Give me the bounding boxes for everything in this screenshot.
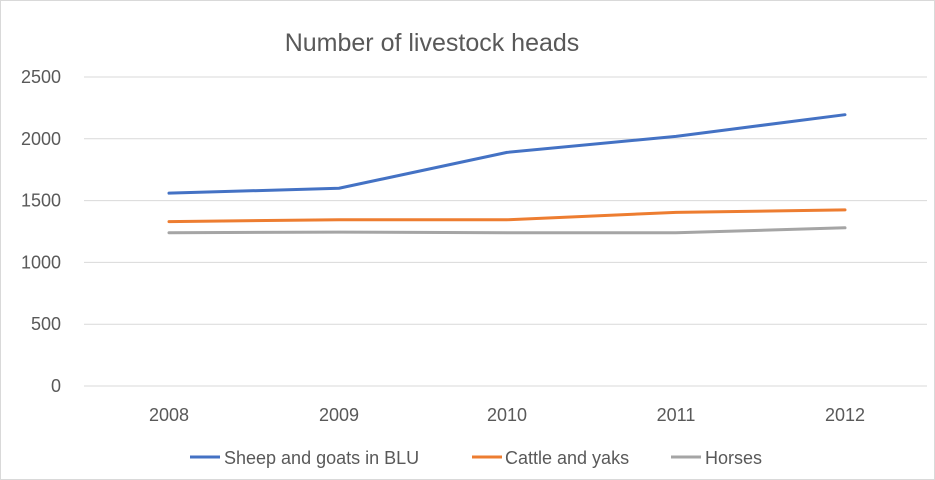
x-axis: 2008 2009 2010 2011 2012	[149, 405, 865, 425]
y-tick-label-1: 500	[31, 314, 61, 334]
y-tick-label-5: 2500	[21, 67, 61, 87]
series-line-0	[167, 113, 847, 195]
y-tick-label-0: 0	[51, 376, 61, 396]
series-lines	[167, 113, 847, 235]
x-tick-label-2011: 2011	[657, 405, 696, 425]
y-tick-label-3: 1500	[21, 191, 61, 211]
gridlines	[84, 76, 927, 387]
y-tick-label-4: 2000	[21, 129, 61, 149]
legend-label-1: Cattle and yaks	[505, 448, 629, 468]
x-tick-label-2008: 2008	[149, 405, 189, 425]
x-tick-label-2010: 2010	[487, 405, 527, 425]
x-tick-label-2009: 2009	[319, 405, 359, 425]
chart-title: Number of livestock heads	[285, 29, 580, 57]
y-tick-label-2: 1000	[21, 252, 61, 272]
legend: Sheep and goats in BLU Cattle and yaks Hor…	[190, 448, 762, 468]
legend-label-2: Horses	[705, 448, 762, 468]
x-tick-label-2012: 2012	[825, 405, 865, 425]
series-line-2	[167, 226, 847, 235]
y-axis: 0 500 1000 1500 2000 2500	[21, 67, 61, 396]
legend-label-0: Sheep and goats in BLU	[224, 448, 419, 468]
series-line-1	[167, 208, 847, 224]
